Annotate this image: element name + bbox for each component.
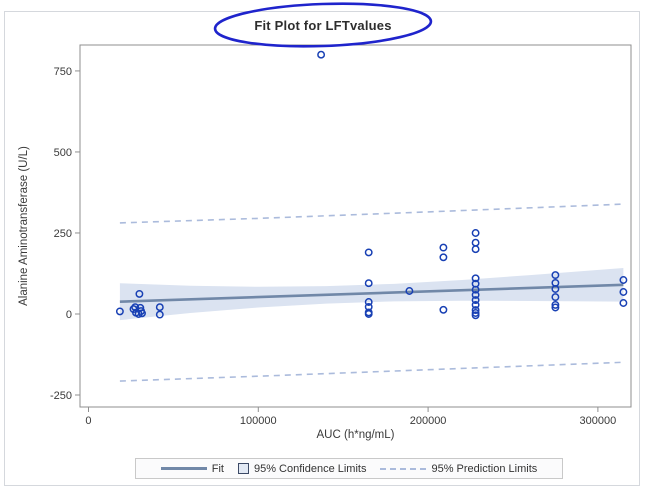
- legend-item-confidence: 95% Confidence Limits: [237, 462, 367, 475]
- chart-title: Fit Plot for LFTvalues: [254, 18, 392, 33]
- legend: Fit 95% Confidence Limits 95% Prediction…: [135, 458, 563, 479]
- prediction-limits-swatch-icon: [380, 467, 427, 470]
- legend-item-prediction: 95% Prediction Limits: [380, 463, 537, 475]
- confidence-limits-swatch-icon: [237, 463, 249, 474]
- y-axis-label: Alanine Aminotransferase (U/L): [18, 146, 30, 306]
- legend-label-confidence: 95% Confidence Limits: [253, 462, 367, 475]
- figure-border: [4, 11, 640, 486]
- legend-label-prediction: 95% Prediction Limits: [431, 462, 538, 475]
- x-axis-label: AUC (h*ng/mL): [316, 429, 395, 441]
- legend-label-fit: Fit: [211, 462, 224, 475]
- fit-line-swatch-icon: [160, 467, 207, 470]
- legend-item-fit: Fit: [160, 462, 224, 475]
